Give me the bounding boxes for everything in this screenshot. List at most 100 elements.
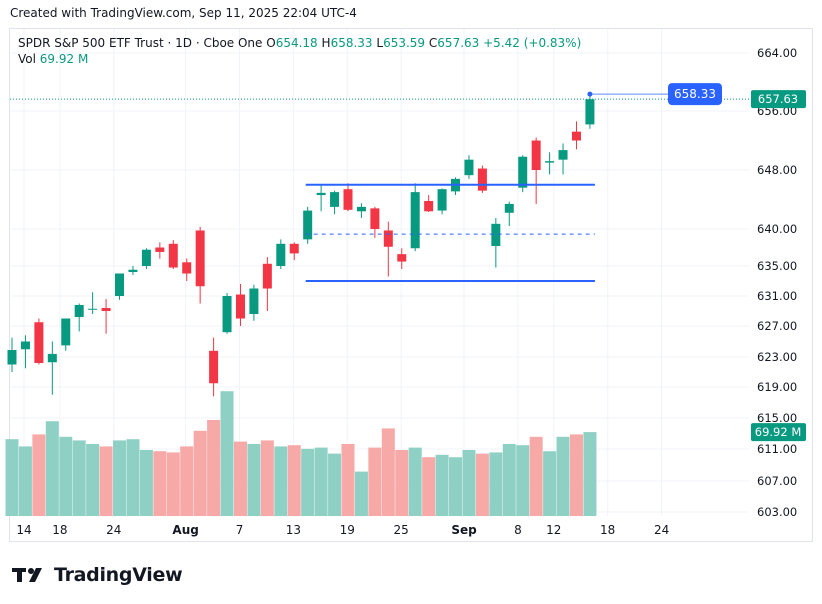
volume-bar xyxy=(314,447,328,516)
volume-bar xyxy=(32,434,46,516)
candle-body xyxy=(276,243,286,266)
volume-bar xyxy=(274,446,288,516)
volume-bar xyxy=(569,434,583,516)
price-tick-label: 635.00 xyxy=(757,259,797,273)
volume-bar xyxy=(260,440,274,516)
volume-bar xyxy=(153,451,167,516)
price-tick-label: 640.00 xyxy=(757,222,797,236)
candle-body xyxy=(410,192,420,249)
time-tick-label: 7 xyxy=(236,523,244,537)
candle-body xyxy=(330,192,340,207)
candle-body xyxy=(343,189,353,210)
volume-bar xyxy=(462,450,476,516)
candle-body xyxy=(209,350,219,384)
chart-grid xyxy=(10,29,749,516)
volume-badge-text: 69.92 M xyxy=(755,425,802,439)
volume-bar xyxy=(247,444,261,516)
volume-bar xyxy=(516,445,530,516)
volume-bar xyxy=(287,445,301,516)
candle-body xyxy=(289,243,299,254)
candle-body xyxy=(316,192,326,196)
candle-body xyxy=(383,230,393,247)
symbol-description: SPDR S&P 500 ETF Trust · 1D · Cboe One xyxy=(18,36,263,50)
volume-bar xyxy=(328,453,342,516)
low-label: L xyxy=(376,36,384,50)
volume-bar xyxy=(502,444,516,516)
volume-bar xyxy=(45,421,59,516)
candle-body xyxy=(249,288,259,314)
candle-body xyxy=(235,294,245,319)
volume-bar xyxy=(180,446,194,516)
volume-bar xyxy=(422,457,436,516)
last-price-badge-bg xyxy=(751,90,806,109)
time-tick-label: 14 xyxy=(16,523,31,537)
candle-body xyxy=(195,230,205,287)
volume-bar xyxy=(207,420,221,516)
open-label: O xyxy=(266,36,276,50)
volume-bar xyxy=(381,428,395,516)
time-axis-background xyxy=(10,516,812,540)
candle-body xyxy=(303,210,313,240)
volume-bar xyxy=(113,440,127,516)
logo-text: TradingView xyxy=(54,564,183,586)
candle-body xyxy=(504,203,514,213)
volume-bar xyxy=(556,436,570,516)
volume-bar xyxy=(529,436,543,516)
low-value: 653.59 xyxy=(383,36,426,50)
candle-body xyxy=(558,150,568,160)
price-badges: 658.33 657.63 69.92 M xyxy=(668,83,806,442)
legend-price-row: SPDR S&P 500 ETF Trust · 1D · Cboe One O… xyxy=(18,35,581,51)
volume-bar xyxy=(233,441,247,516)
candle-body xyxy=(531,140,541,170)
price-tick-label: 615.00 xyxy=(757,411,797,425)
volume-bar xyxy=(72,440,86,516)
candle-body xyxy=(477,168,487,191)
candle-body xyxy=(397,254,407,262)
volume-bar xyxy=(583,432,597,516)
candle-body xyxy=(464,159,474,176)
price-tick-label: 611.00 xyxy=(757,442,797,456)
volume-bar xyxy=(435,454,449,516)
candle-body xyxy=(101,308,111,311)
volume-bar xyxy=(475,453,489,516)
ray-anchor-point xyxy=(587,91,593,97)
ray-price-badge-bg xyxy=(668,83,722,106)
price-tick-label: 607.00 xyxy=(757,474,797,488)
candle-body xyxy=(182,262,192,274)
volume-label: Vol xyxy=(18,52,36,66)
candle-body xyxy=(491,223,501,247)
candle-body xyxy=(47,353,57,363)
time-tick-label: 25 xyxy=(394,523,409,537)
volume-bar xyxy=(341,444,355,516)
candle-body xyxy=(437,189,447,211)
price-tick-label: 631.00 xyxy=(757,289,797,303)
tradingview-logo: TradingView xyxy=(12,563,183,587)
volume-bar xyxy=(220,391,234,516)
volume-bar xyxy=(59,436,73,516)
candle-body xyxy=(61,318,71,346)
last-price-badge-text: 657.63 xyxy=(758,92,798,106)
candle-body xyxy=(545,161,555,163)
price-tick-label: 623.00 xyxy=(757,350,797,364)
close-value: 657.63 xyxy=(437,36,480,50)
time-tick-label: 19 xyxy=(340,523,355,537)
time-tick-label: 18 xyxy=(52,523,67,537)
candle-body xyxy=(74,305,84,317)
candles xyxy=(7,94,595,397)
volume-bar xyxy=(5,439,19,516)
chart-frame xyxy=(9,28,813,542)
high-value: 658.33 xyxy=(330,36,373,50)
high-label: H xyxy=(321,36,331,50)
candle-body xyxy=(356,206,366,212)
volume-badge-bg xyxy=(751,423,806,442)
time-tick-label: 12 xyxy=(546,523,561,537)
candle-body xyxy=(88,308,98,310)
time-tick-label: 13 xyxy=(286,523,301,537)
last-price-badge: 657.63 xyxy=(751,90,806,109)
change-value: +5.42 (+0.83%) xyxy=(483,36,582,50)
price-tick-label: 664.00 xyxy=(757,46,797,60)
volume-bar xyxy=(489,452,503,516)
close-label: C xyxy=(428,36,438,50)
volume-bar xyxy=(166,452,180,516)
